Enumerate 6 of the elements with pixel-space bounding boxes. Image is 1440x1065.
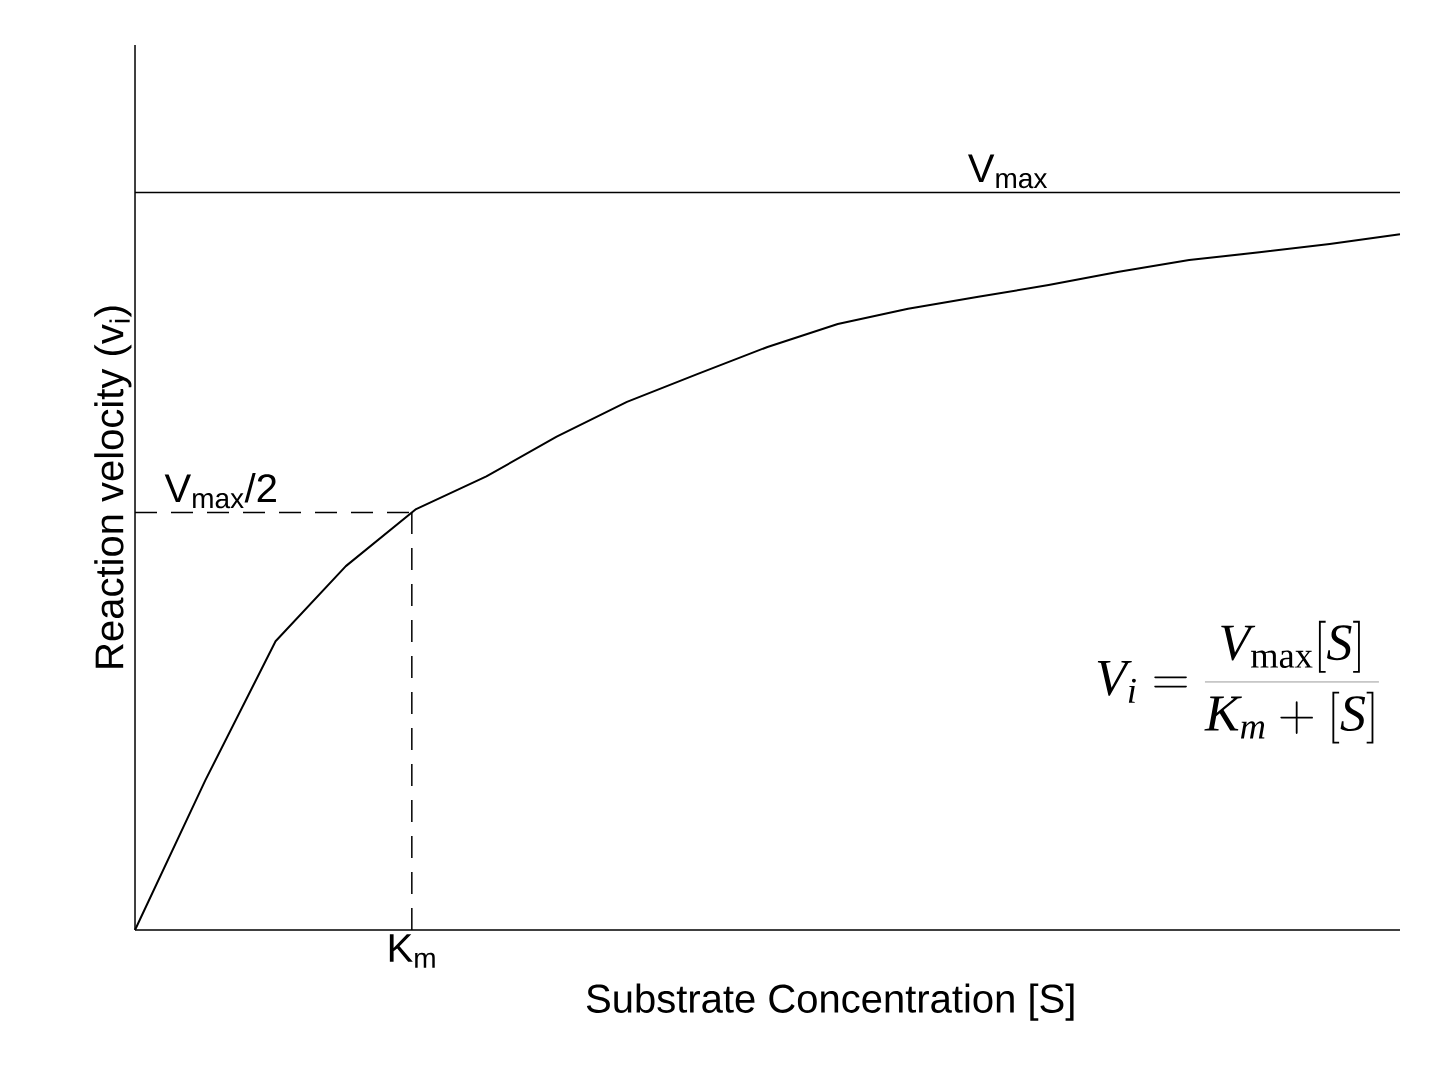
ref-line-label: V$_{max}$ [967,154,1048,189]
text: K$_{m}$ [389,934,435,968]
y-axis-title: Reaction velocity (v$_{i}$) [94,306,132,668]
annotation: $V_i = \frac{V_{\mathrm{max}}[S]}{K_m + [S]}$ [1097,620,1379,744]
x-axis-title: Substrate Concentration [S] [586,983,1074,1021]
ref-line-label: V$_{max}$/2 [164,473,276,509]
